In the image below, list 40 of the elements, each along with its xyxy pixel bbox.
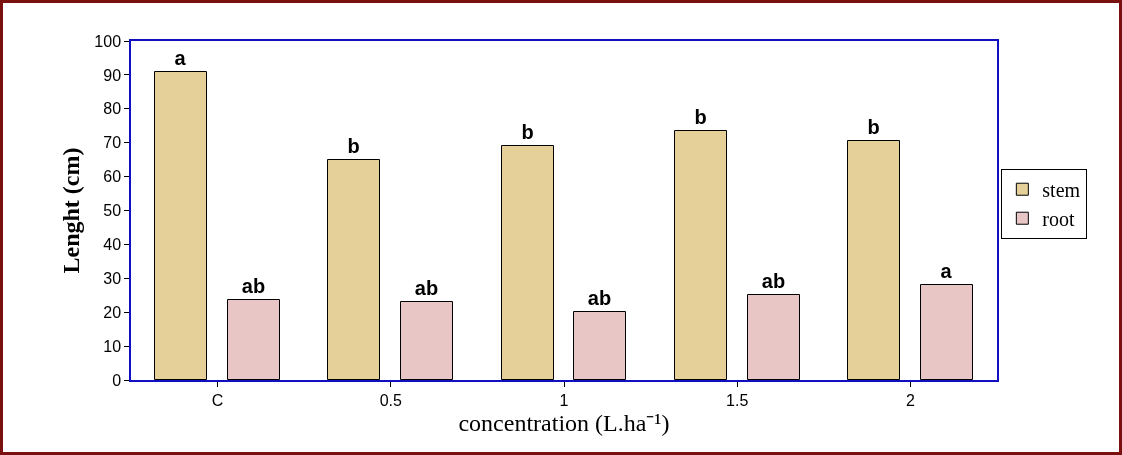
x-tick-label: 1.5	[726, 391, 749, 409]
x-tick-label: 2	[905, 391, 915, 409]
bar	[400, 301, 453, 380]
y-tick-label: 40	[103, 236, 122, 253]
data-label: ab	[414, 276, 439, 299]
y-tick-label: 50	[103, 202, 122, 220]
y-tick-label: 80	[103, 100, 122, 118]
x-axis-title: concentration (L.ha⁻¹)	[458, 409, 670, 436]
bar	[327, 159, 380, 380]
data-label: a	[174, 46, 187, 69]
y-axis-title: Lenght (cm)	[57, 147, 84, 274]
bar	[674, 130, 727, 380]
x-tick-label: C	[211, 391, 224, 409]
x-tick-label: 1	[559, 391, 569, 409]
data-label: b	[347, 134, 360, 157]
y-tick-label: 90	[103, 66, 122, 84]
data-label: ab	[761, 269, 786, 292]
bar	[573, 311, 626, 380]
bar	[227, 299, 280, 380]
bar	[747, 294, 800, 380]
data-label: ab	[587, 286, 612, 309]
bar	[154, 71, 207, 380]
bar	[847, 140, 900, 380]
bar	[501, 145, 554, 380]
y-tick-label: 0	[112, 371, 122, 389]
y-tick-label: 60	[103, 168, 122, 186]
data-label: a	[940, 259, 953, 282]
data-label: b	[694, 105, 707, 128]
legend-label: stem	[1042, 179, 1081, 202]
y-tick-label: 10	[103, 337, 122, 355]
y-tick-label: 30	[103, 269, 122, 287]
x-tick-label: 0.5	[379, 391, 403, 409]
data-label: b	[867, 115, 880, 138]
y-tick-label: 20	[103, 303, 122, 321]
y-tick-label: 70	[103, 134, 122, 152]
bar	[920, 284, 973, 380]
data-label: ab	[241, 274, 266, 297]
data-label: b	[521, 120, 534, 143]
legend-label: root	[1042, 208, 1075, 231]
y-tick-label: 100	[94, 32, 122, 50]
